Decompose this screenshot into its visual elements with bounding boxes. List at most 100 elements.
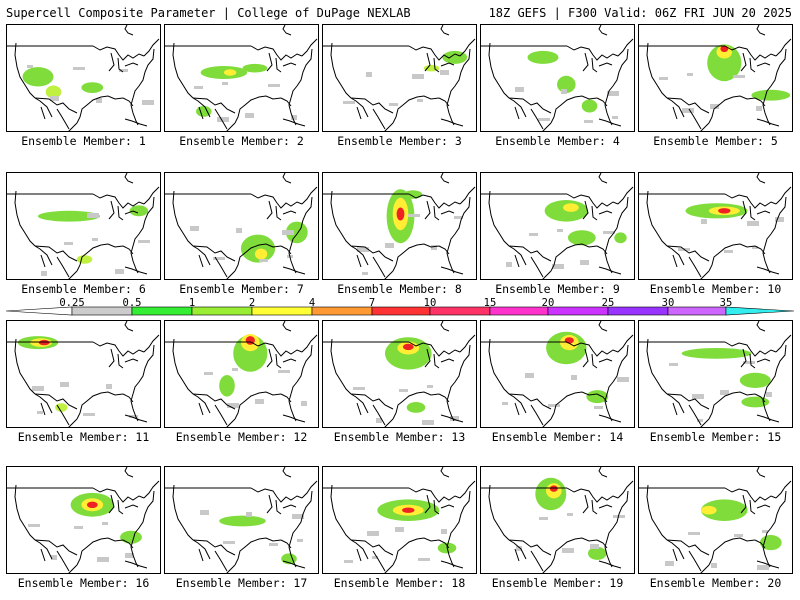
low-value-patch	[297, 539, 303, 542]
scp-contour-blob	[223, 69, 237, 76]
low-value-patch	[97, 557, 109, 562]
low-value-patch	[64, 242, 73, 245]
low-value-patch	[720, 390, 729, 395]
map-outline	[639, 173, 792, 279]
low-value-patch	[367, 531, 379, 536]
low-value-patch	[617, 377, 629, 382]
scp-contour-blob	[129, 205, 149, 217]
color-scale-tick-label: 20	[541, 297, 555, 309]
scp-contour-blob	[701, 505, 717, 515]
scp-contour-blob	[564, 337, 574, 344]
color-scale-tick-label: 15	[483, 297, 497, 309]
ensemble-member-label: Ensemble Member: 3	[337, 134, 462, 148]
ensemble-map-panel	[322, 320, 477, 428]
ensemble-map	[639, 321, 792, 427]
scp-contour-blob	[557, 75, 576, 93]
low-value-patch	[562, 548, 574, 553]
ensemble-map	[481, 25, 634, 131]
low-value-patch	[687, 73, 693, 76]
ensemble-map-panel	[6, 466, 161, 574]
low-value-patch	[752, 246, 758, 249]
low-value-patch	[96, 98, 102, 103]
low-value-patch	[440, 70, 449, 75]
low-value-patch	[236, 228, 242, 233]
low-value-patch	[227, 403, 239, 408]
ensemble-map	[481, 321, 634, 427]
low-value-patch	[87, 213, 99, 218]
color-scale-tick-label: 10	[423, 297, 437, 309]
low-value-patch	[51, 555, 57, 560]
ensemble-map	[7, 467, 160, 573]
low-value-patch	[259, 259, 268, 262]
scp-contour-blob	[718, 208, 731, 214]
ensemble-member-label: Ensemble Member: 8	[337, 282, 462, 296]
low-value-patch	[213, 257, 225, 260]
scp-contour-blob	[81, 82, 104, 93]
low-value-patch	[775, 217, 784, 222]
map-outline	[165, 467, 318, 573]
ensemble-map-panel	[480, 466, 635, 574]
scp-contour-blob	[219, 515, 266, 527]
low-value-patch	[291, 115, 297, 120]
ensemble-member-label: Ensemble Member: 1	[21, 134, 146, 148]
ensemble-map	[165, 321, 318, 427]
low-value-patch	[580, 260, 589, 265]
low-value-patch	[32, 386, 44, 391]
ensemble-map	[323, 173, 476, 279]
low-value-patch	[366, 72, 372, 77]
low-value-patch	[525, 373, 534, 378]
map-outline	[7, 467, 160, 573]
map-outline	[481, 467, 634, 573]
low-value-patch	[301, 401, 307, 406]
color-scale-tick-label: 35	[719, 297, 733, 309]
scp-contour-blob	[681, 348, 752, 359]
low-value-patch	[246, 512, 252, 517]
low-value-patch	[757, 565, 769, 570]
color-scale-tick-label: 2	[248, 297, 256, 309]
low-value-patch	[431, 245, 437, 250]
low-value-patch	[766, 392, 772, 397]
ensemble-map	[323, 467, 476, 573]
scp-contour-blob	[219, 375, 235, 397]
ensemble-map-panel	[164, 172, 319, 280]
low-value-patch	[743, 361, 755, 364]
ensemble-member-label: Ensemble Member: 16	[17, 576, 150, 590]
map-outline	[481, 25, 634, 131]
low-value-patch	[408, 214, 420, 217]
scp-contour-blob	[741, 396, 770, 408]
color-scale-labels: 0.25 0.5 1 2 4 7 10 15 20 25 30 35	[0, 297, 800, 309]
low-value-patch	[357, 247, 369, 252]
map-outline	[481, 321, 634, 427]
ensemble-map-panel	[322, 172, 477, 280]
low-value-patch	[200, 510, 209, 515]
low-value-patch	[50, 96, 59, 101]
scp-contour-blob	[402, 507, 415, 513]
ensemble-map-panel	[6, 172, 161, 280]
scp-contour-blob	[701, 499, 748, 521]
ensemble-map-panel	[6, 24, 161, 132]
color-scale-tick-label: 1	[188, 297, 196, 309]
low-value-patch	[269, 543, 278, 546]
low-value-patch	[389, 103, 398, 106]
low-value-patch	[515, 87, 524, 92]
low-value-patch	[584, 120, 593, 123]
ensemble-member-label: Ensemble Member: 18	[333, 576, 466, 590]
low-value-patch	[73, 67, 85, 70]
low-value-patch	[106, 384, 112, 389]
ensemble-map	[639, 173, 792, 279]
low-value-patch	[688, 532, 700, 535]
low-value-patch	[441, 529, 447, 534]
scp-contour-blob	[38, 210, 100, 222]
low-value-patch	[724, 250, 733, 253]
color-scale-tick-label: 25	[601, 297, 615, 309]
low-value-patch	[669, 363, 678, 366]
low-value-patch	[603, 231, 615, 234]
low-value-patch	[756, 106, 762, 111]
ensemble-map	[7, 25, 160, 131]
ensemble-map	[639, 25, 792, 131]
scp-contour-blob	[86, 501, 98, 508]
ensemble-member-label: Ensemble Member: 14	[491, 430, 624, 444]
low-value-patch	[427, 385, 433, 388]
map-outline	[639, 321, 792, 427]
low-value-patch	[561, 89, 567, 94]
